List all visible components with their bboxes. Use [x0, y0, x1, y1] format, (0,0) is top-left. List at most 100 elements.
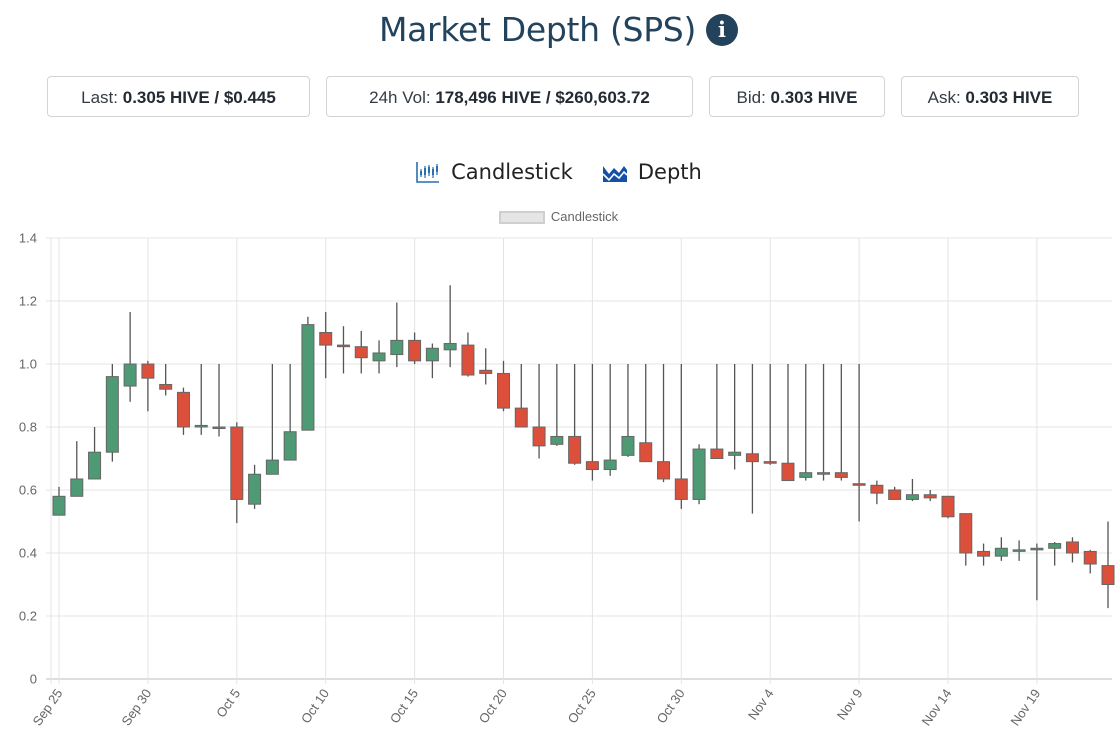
candle-oct-24[interactable]	[568, 364, 582, 465]
chart-grid	[46, 237, 1112, 684]
stat-last-value: 0.305 HIVE / $0.445	[122, 88, 276, 107]
candle-nov-11[interactable]	[888, 486, 902, 500]
candle-body	[283, 431, 297, 461]
candle-body	[870, 484, 884, 494]
candle-sep-28[interactable]	[105, 364, 119, 462]
y-tick-label: 0.8	[19, 420, 37, 435]
candle-oct-18[interactable]	[461, 332, 475, 377]
stat-last: Last: 0.305 HIVE / $0.445	[47, 76, 310, 117]
candle-nov-23[interactable]	[1101, 521, 1115, 609]
candle-oct-13[interactable]	[372, 340, 386, 374]
candle-oct-6[interactable]	[248, 464, 262, 509]
candle-body	[194, 424, 208, 428]
candle-nov-19[interactable]	[1030, 543, 1044, 601]
candle-oct-30[interactable]	[674, 364, 688, 509]
candle-nov-21[interactable]	[1065, 537, 1079, 563]
x-tick-label: Oct 10	[298, 686, 332, 726]
candle-oct-12[interactable]	[354, 330, 368, 374]
candle-nov-3[interactable]	[745, 364, 759, 514]
candle-body	[1101, 565, 1115, 586]
y-tick-label: 0.2	[19, 609, 37, 624]
candle-body	[639, 442, 653, 463]
candle-body	[159, 383, 173, 390]
chart-type-tabs: Candlestick Depth	[0, 160, 1117, 188]
x-tick-label: Nov 9	[834, 686, 866, 722]
candle-oct-15[interactable]	[408, 332, 422, 365]
candle-nov-16[interactable]	[977, 543, 991, 566]
x-tick-label: Nov 14	[919, 686, 955, 728]
x-tick-label: Oct 30	[654, 686, 688, 726]
candle-sep-30[interactable]	[141, 360, 155, 412]
candle-nov-7[interactable]	[817, 364, 831, 481]
chart-legend[interactable]: Candlestick	[0, 209, 1117, 225]
candle-oct-28[interactable]	[639, 364, 653, 463]
candle-nov-8[interactable]	[834, 364, 848, 481]
candle-body	[514, 407, 528, 428]
candle-nov-2[interactable]	[728, 364, 742, 470]
candle-oct-3[interactable]	[194, 364, 208, 435]
candle-oct-10[interactable]	[319, 312, 333, 379]
candle-body	[941, 495, 955, 518]
candle-oct-23[interactable]	[550, 364, 564, 446]
candle-oct-29[interactable]	[657, 364, 671, 483]
tab-candlestick[interactable]: Candlestick	[415, 160, 573, 184]
candlestick-chart-icon	[416, 162, 440, 183]
candle-body	[301, 324, 315, 431]
candle-oct-26[interactable]	[603, 364, 617, 476]
candle-oct-16[interactable]	[425, 343, 439, 379]
candle-oct-4[interactable]	[212, 364, 226, 437]
candle-nov-4[interactable]	[763, 364, 777, 465]
candle-nov-13[interactable]	[923, 490, 937, 502]
candle-oct-21[interactable]	[514, 364, 528, 428]
candle-oct-8[interactable]	[283, 364, 297, 461]
candle-oct-11[interactable]	[336, 326, 350, 374]
stat-ask: Ask: 0.303 HIVE	[901, 76, 1079, 117]
candle-oct-22[interactable]	[532, 364, 546, 459]
candle-oct-5[interactable]	[230, 422, 244, 524]
candle-nov-1[interactable]	[710, 364, 724, 460]
candle-nov-20[interactable]	[1048, 541, 1062, 566]
candle-oct-20[interactable]	[497, 360, 510, 412]
candle-nov-6[interactable]	[799, 364, 813, 481]
candle-body	[728, 451, 742, 456]
candle-sep-26[interactable]	[70, 441, 84, 497]
candle-sep-29[interactable]	[123, 312, 137, 402]
candle-body	[568, 435, 582, 464]
candle-body	[88, 451, 102, 480]
candle-oct-2[interactable]	[176, 387, 190, 435]
candle-nov-22[interactable]	[1083, 549, 1097, 574]
stat-volume-value: 178,496 HIVE / $260,603.72	[435, 88, 650, 107]
tab-depth[interactable]: Depth	[602, 160, 702, 184]
candle-nov-5[interactable]	[781, 364, 795, 482]
candle-oct-17[interactable]	[443, 285, 457, 368]
candle-oct-19[interactable]	[479, 348, 493, 385]
candle-body	[1030, 547, 1044, 551]
candle-oct-14[interactable]	[390, 302, 404, 368]
candle-body	[977, 550, 991, 557]
candle-nov-15[interactable]	[959, 513, 973, 566]
y-tick-label: 0	[30, 672, 37, 687]
candle-oct-25[interactable]	[585, 364, 599, 481]
candle-sep-27[interactable]	[88, 427, 102, 480]
candle-sep-25[interactable]	[52, 486, 66, 516]
candle-body	[710, 448, 724, 460]
candle-nov-9[interactable]	[852, 364, 866, 522]
candle-body	[621, 435, 635, 456]
candle-body	[230, 426, 244, 500]
candle-body	[1083, 550, 1097, 565]
candle-nov-10[interactable]	[870, 480, 884, 505]
candle-oct-1[interactable]	[159, 364, 173, 396]
candle-nov-17[interactable]	[994, 537, 1008, 561]
candle-nov-18[interactable]	[1012, 540, 1026, 561]
candle-nov-14[interactable]	[941, 495, 955, 519]
info-circle-icon[interactable]: i	[706, 13, 739, 46]
candle-oct-9[interactable]	[301, 316, 315, 431]
candle-oct-31[interactable]	[692, 444, 706, 505]
tab-depth-label: Depth	[637, 160, 702, 184]
candle-oct-7[interactable]	[265, 364, 279, 475]
candle-oct-27[interactable]	[621, 364, 635, 457]
candle-body	[1012, 549, 1026, 552]
candle-nov-12[interactable]	[905, 478, 919, 502]
candle-body	[336, 344, 350, 348]
candle-body	[852, 483, 866, 486]
